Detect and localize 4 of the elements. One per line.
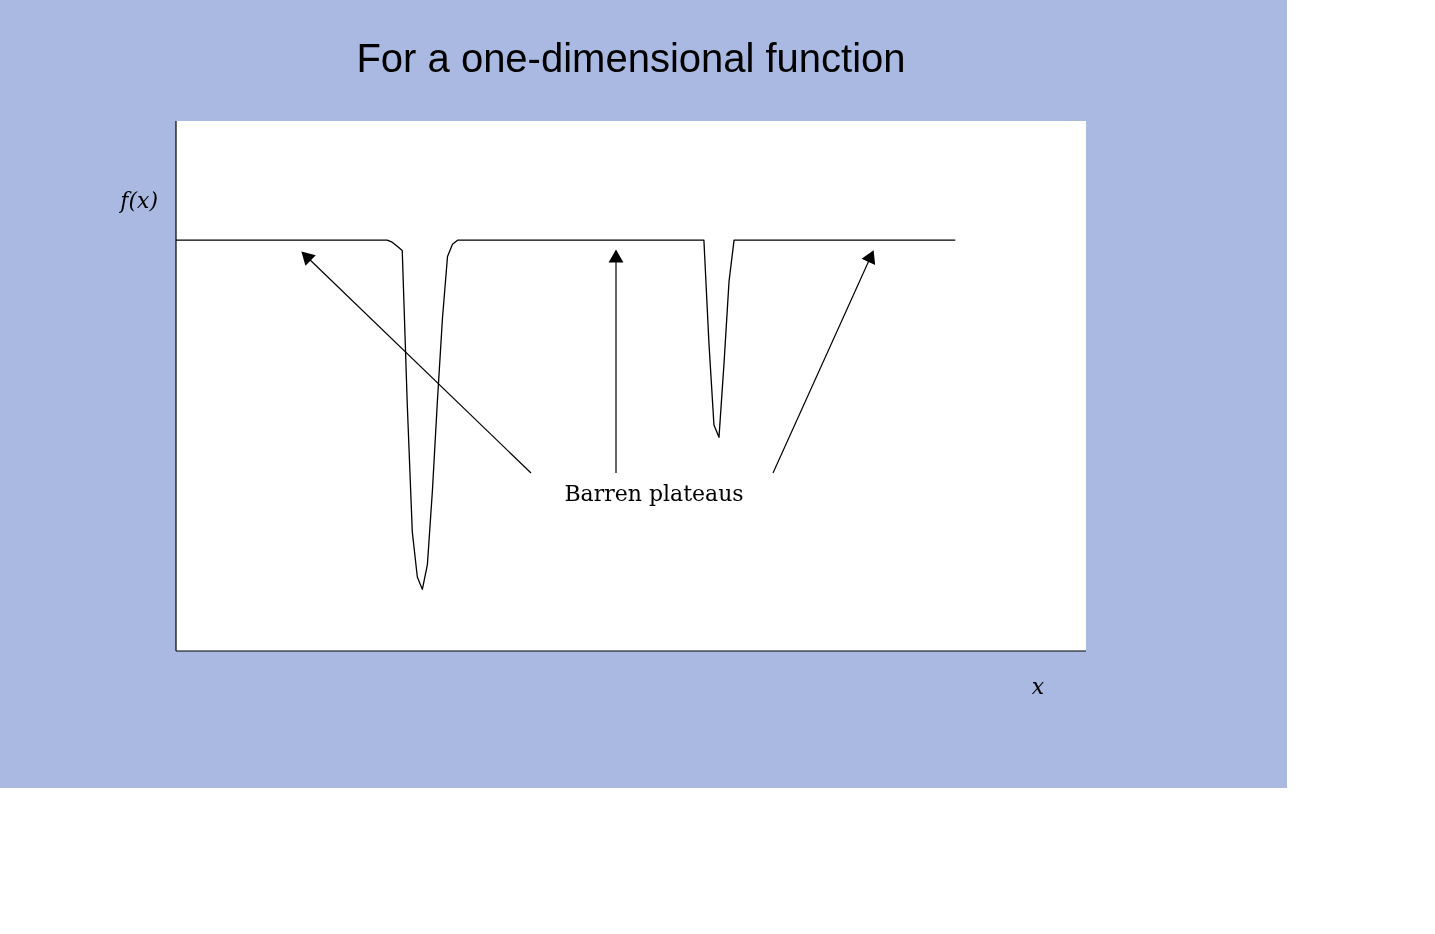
chart-title: For a one-dimensional function [356,36,906,81]
y-axis-title: f(x) [118,188,158,213]
x-axis-title: x [1031,674,1045,699]
annotation: Barren plateaus [564,481,744,506]
